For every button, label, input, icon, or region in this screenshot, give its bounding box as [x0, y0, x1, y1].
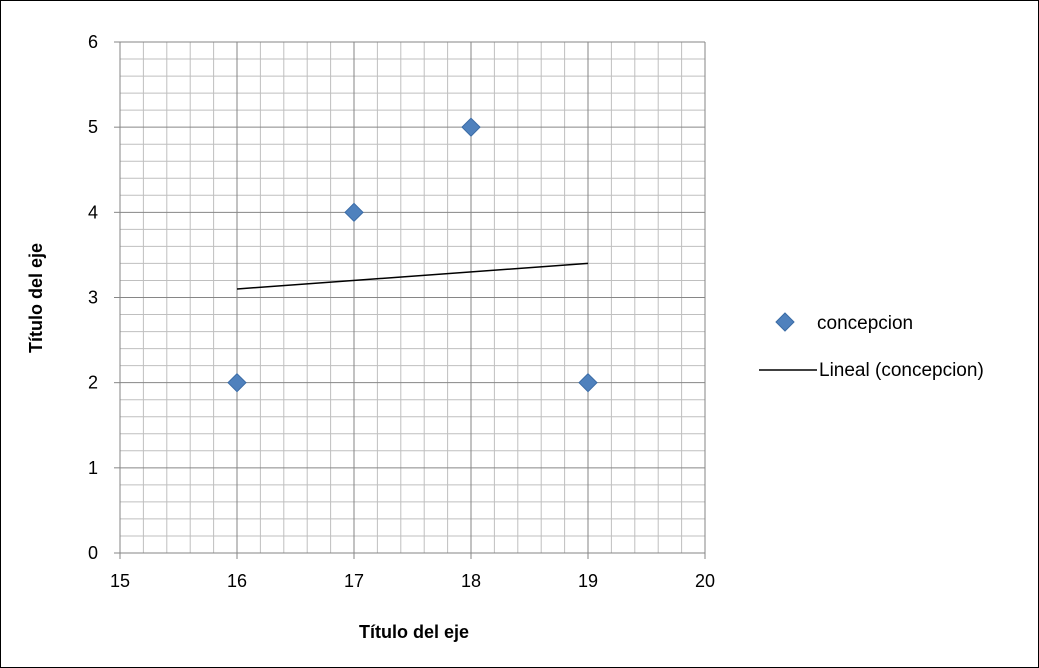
data-point	[578, 372, 598, 393]
x-tick-label: 15	[110, 571, 130, 591]
y-tick-label: 4	[88, 202, 98, 222]
legend-label-concepcion: concepcion	[817, 313, 913, 334]
x-tick-label: 18	[461, 571, 481, 591]
legend-label-trend: Lineal (concepcion)	[819, 360, 984, 381]
legend: concepcion Lineal (concepcion)	[759, 312, 984, 381]
x-tick-label: 19	[578, 571, 598, 591]
data-points	[227, 117, 598, 393]
axes	[114, 41, 706, 559]
trendline-layer	[236, 262, 589, 290]
tick-labels: 15 16 17 18 19 20 0 1 2 3 4 5 6	[88, 32, 715, 591]
x-tick-label: 16	[227, 571, 247, 591]
x-tick-label: 17	[344, 571, 364, 591]
data-point	[227, 372, 247, 393]
trendline	[236, 262, 589, 290]
legend-marker-concepcion	[775, 312, 795, 332]
y-tick-label: 0	[88, 543, 98, 563]
y-tick-label: 1	[88, 458, 98, 478]
x-axis-title: Título del eje	[359, 622, 469, 642]
y-tick-label: 3	[88, 288, 98, 308]
y-tick-label: 2	[88, 373, 98, 393]
data-point	[461, 117, 481, 137]
x-tick-label: 20	[695, 571, 715, 591]
y-axis-title: Título del eje	[26, 243, 46, 353]
data-point	[344, 202, 364, 223]
major-gridlines	[120, 41, 706, 553]
y-tick-label: 6	[88, 32, 98, 52]
y-tick-label: 5	[88, 117, 98, 137]
